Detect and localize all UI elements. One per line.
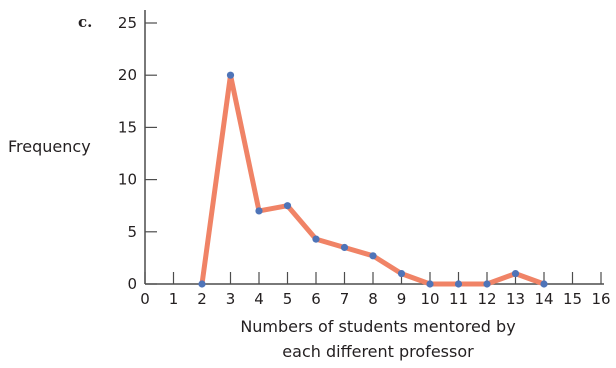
x-tick-label: 11 bbox=[449, 290, 468, 308]
x-tick-label: 10 bbox=[420, 290, 439, 308]
data-point bbox=[511, 269, 520, 278]
y-tick-label: 5 bbox=[127, 223, 137, 241]
data-point bbox=[369, 252, 377, 260]
data-point bbox=[198, 280, 206, 288]
data-point bbox=[483, 280, 491, 288]
data-point bbox=[397, 269, 406, 278]
x-tick-label: 2 bbox=[197, 290, 207, 308]
y-tick-label: 15 bbox=[118, 118, 137, 136]
panel-label: c. bbox=[78, 13, 92, 31]
data-point bbox=[226, 71, 235, 79]
y-tick-label: 25 bbox=[118, 14, 137, 32]
x-tick-label: 4 bbox=[254, 290, 264, 308]
series-frequency bbox=[198, 71, 548, 288]
x-tick-label: 6 bbox=[311, 290, 321, 308]
x-tick-label: 5 bbox=[283, 290, 293, 308]
y-tick-label: 10 bbox=[118, 171, 137, 189]
data-point bbox=[340, 243, 349, 252]
y-tick-label: 20 bbox=[118, 66, 137, 84]
x-axis-title-line-1: Numbers of students mentored by bbox=[240, 317, 515, 336]
data-point bbox=[312, 235, 320, 243]
data-point bbox=[426, 280, 434, 288]
y-axis-title: Frequency bbox=[8, 137, 91, 156]
x-tick-label: 0 bbox=[140, 290, 150, 308]
x-tick-label: 13 bbox=[506, 290, 525, 308]
data-point bbox=[255, 207, 263, 215]
x-tick-label: 16 bbox=[591, 290, 610, 308]
data-point bbox=[540, 280, 548, 288]
x-axis-title-line-2: each different professor bbox=[282, 342, 474, 361]
data-point bbox=[283, 202, 292, 210]
x-axis: 0 1 2 3 4 5 6 7 8 9 10 11 12 13 14 15 16 bbox=[140, 272, 611, 308]
x-tick-label: 12 bbox=[477, 290, 496, 308]
x-tick-label: 9 bbox=[397, 290, 407, 308]
data-point bbox=[454, 280, 463, 288]
x-tick-label: 8 bbox=[368, 290, 378, 308]
y-tick-label: 0 bbox=[127, 275, 137, 293]
x-tick-label: 14 bbox=[534, 290, 553, 308]
x-tick-label: 1 bbox=[169, 290, 179, 308]
x-tick-label: 3 bbox=[226, 290, 236, 308]
y-axis: 0 5 10 15 20 25 bbox=[118, 10, 157, 293]
x-tick-label: 15 bbox=[563, 290, 582, 308]
x-tick-label: 7 bbox=[340, 290, 350, 308]
